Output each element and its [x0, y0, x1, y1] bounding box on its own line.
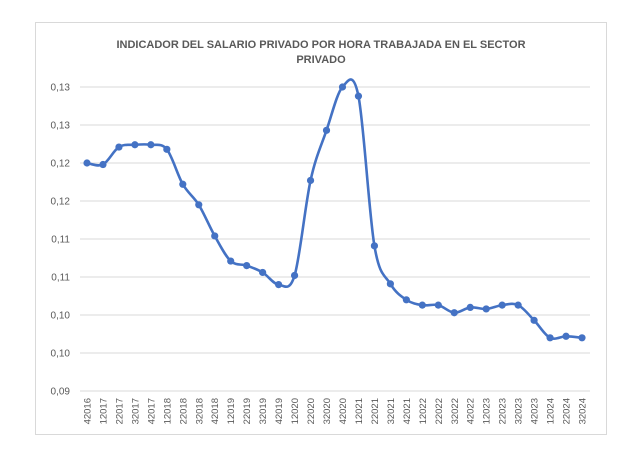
x-tick-label: 22017: [114, 398, 125, 424]
y-axis-ticks: 0,09 0,10 0,10 0,11 0,11 0,12 0,12 0,13 0,13: [51, 83, 71, 398]
data-point: [322, 126, 331, 134]
chart-title-line-2: PRIVADO: [296, 54, 346, 66]
data-point: [227, 257, 235, 265]
gridlines: [80, 86, 590, 392]
x-tick-label: 32020: [322, 398, 333, 424]
data-point: [179, 180, 187, 188]
x-tick-label: 22021: [370, 398, 381, 424]
data-point: [275, 281, 283, 289]
data-point: [259, 268, 267, 277]
chart-area: [35, 22, 607, 435]
data-point: [386, 280, 394, 288]
data-point: [163, 145, 171, 153]
x-tick-label: 22022: [434, 398, 445, 424]
y-tick-label: 0,09: [51, 387, 71, 398]
x-tick-label: 42020: [338, 398, 349, 424]
data-point: [290, 271, 299, 280]
data-point: [306, 176, 315, 185]
data-point: [546, 334, 554, 342]
x-tick-label: 22018: [178, 398, 189, 424]
y-tick-label: 0,11: [51, 273, 70, 284]
x-tick-label: 32019: [258, 398, 269, 424]
data-point: [115, 143, 123, 151]
data-point: [418, 301, 426, 309]
data-point: [131, 141, 139, 149]
x-tick-label: 12024: [546, 398, 557, 424]
data-point: [578, 334, 586, 342]
data-point: [243, 262, 251, 270]
x-tick-label: 42017: [146, 398, 157, 424]
y-tick-label: 0,13: [51, 121, 71, 132]
x-tick-label: 12019: [226, 398, 237, 424]
x-tick-label: 12022: [418, 398, 429, 424]
data-point: [83, 159, 91, 167]
data-point: [450, 309, 458, 317]
x-tick-label: 12017: [98, 398, 109, 424]
x-tick-label: 32018: [194, 398, 205, 424]
y-tick-label: 0,11: [51, 235, 70, 246]
y-tick-label: 0,13: [51, 83, 71, 94]
y-tick-label: 0,12: [51, 197, 71, 208]
x-tick-label: 42019: [274, 398, 285, 424]
data-point: [354, 92, 363, 100]
x-tick-label: 42022: [466, 398, 477, 424]
series-salario-privado: [83, 78, 586, 342]
data-point: [434, 301, 442, 309]
x-tick-label: 42021: [402, 398, 413, 424]
data-point: [338, 83, 347, 91]
y-tick-label: 0,10: [51, 349, 71, 360]
chart-title: INDICADOR DEL SALARIO PRIVADO POR HORA T…: [35, 38, 607, 68]
x-tick-label: 42018: [210, 398, 221, 424]
x-tick-label: 32023: [514, 398, 525, 424]
data-point: [514, 301, 522, 309]
data-point: [466, 303, 474, 311]
x-tick-label: 32024: [578, 398, 589, 424]
x-tick-label: 22019: [242, 398, 253, 424]
data-point: [370, 242, 379, 250]
data-point: [402, 296, 410, 304]
data-point: [530, 316, 538, 324]
x-tick-label: 22020: [306, 398, 317, 424]
series-line: [85, 78, 584, 340]
x-tick-label: 32017: [130, 398, 141, 424]
x-tick-label: 12023: [482, 398, 493, 424]
x-tick-label: 12021: [354, 398, 365, 424]
data-point: [99, 160, 107, 169]
data-point: [195, 201, 203, 209]
data-point: [498, 301, 506, 309]
data-point: [147, 141, 155, 149]
x-tick-label: 32022: [450, 398, 461, 424]
x-tick-label: 42023: [530, 398, 541, 424]
y-tick-label: 0,12: [51, 159, 71, 170]
x-tick-label: 22023: [498, 398, 509, 424]
x-tick-label: 42016: [83, 398, 94, 424]
y-tick-label: 0,10: [51, 311, 71, 322]
x-tick-label: 12018: [162, 398, 173, 424]
data-point: [482, 305, 490, 313]
x-tick-label: 22024: [562, 398, 573, 424]
chart-title-line-1: INDICADOR DEL SALARIO PRIVADO POR HORA T…: [116, 39, 526, 51]
data-point: [562, 332, 570, 340]
x-tick-label: 12020: [290, 398, 301, 424]
data-point: [211, 232, 219, 240]
x-tick-label: 32021: [386, 398, 397, 424]
x-axis-ticks: 42016 12017 22017 32017 42017 12018 22018 32018…: [83, 398, 589, 424]
